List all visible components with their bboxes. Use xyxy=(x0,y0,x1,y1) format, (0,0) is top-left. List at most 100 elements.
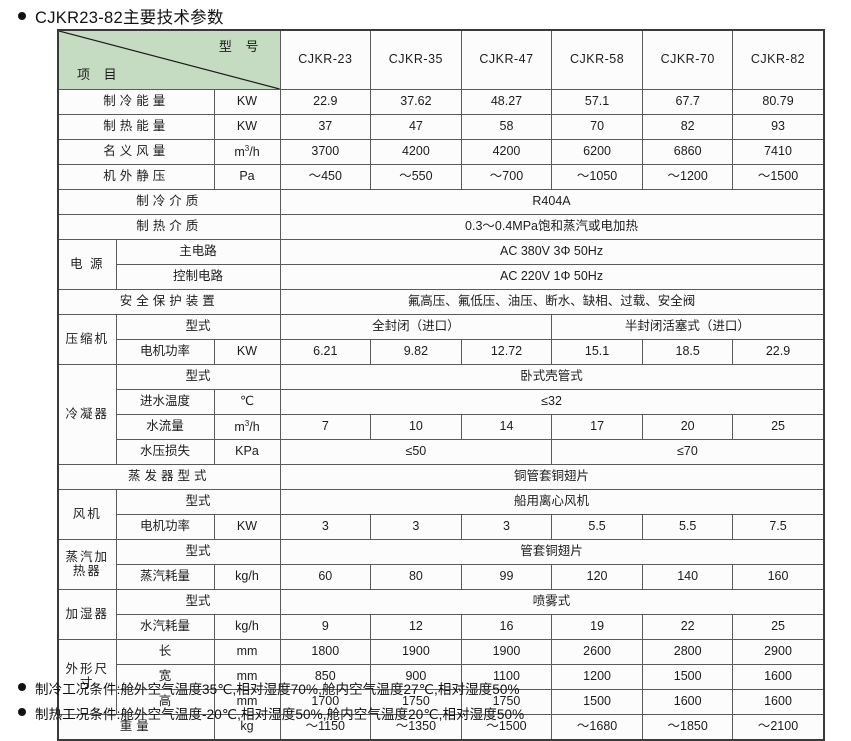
data-cell: 5.5 xyxy=(641,514,734,540)
data-cell: ～700 xyxy=(460,164,553,190)
data-cell: 15.1 xyxy=(551,339,643,365)
data-cell: ～550 xyxy=(370,164,462,190)
data-cell: 7 xyxy=(279,414,372,440)
data-cell: 3700 xyxy=(279,139,372,165)
data-cell: 22.9 xyxy=(732,339,825,365)
data-cell: 4200 xyxy=(370,139,462,165)
data-cell: 1900 xyxy=(370,639,462,665)
spec-table-wrapper: 型 号 项 目 CJKR-23 CJKR-35 CJKR-47 CJKR-58 … xyxy=(57,29,825,741)
row-unit-cell: mm xyxy=(213,639,281,665)
data-cell: 12 xyxy=(370,614,462,640)
group-label-cell: 风机 xyxy=(57,489,117,540)
table-row: 冷凝器 型式 卧式壳管式 xyxy=(57,364,825,465)
merged-value-cell: 船用离心风机 xyxy=(279,489,825,515)
data-cell: 22.9 xyxy=(279,89,372,115)
data-cell: 1100 xyxy=(460,664,553,690)
footnotes: 制冷工况条件:舱外空气温度35℃,相对湿度70%,舱内空气温度27℃,相对湿度5… xyxy=(18,678,838,728)
row-label-cell: 控制电路 xyxy=(115,264,281,290)
data-cell: 7410 xyxy=(732,139,825,165)
data-cell: 37 xyxy=(279,114,372,140)
data-cell: 1900 xyxy=(460,639,553,665)
specification-table: 型 号 项 目 CJKR-23 CJKR-35 CJKR-47 CJKR-58 … xyxy=(57,29,825,741)
row-unit-cell: KPa xyxy=(213,439,281,465)
row-unit-cell: mm xyxy=(213,689,281,715)
data-cell: 20 xyxy=(641,414,734,440)
data-cell: 4200 xyxy=(460,139,553,165)
row-unit-cell: KW xyxy=(213,89,281,115)
merged-value-cell: 半封闭活塞式（进口） xyxy=(551,314,825,340)
data-cell: 1600 xyxy=(732,664,825,690)
row-unit-cell: KW xyxy=(213,339,281,365)
row-label-cell: 水流量 xyxy=(115,414,215,440)
table-row: 名义风量 m3/h 3700 4200 4200 6200 6860 7410 xyxy=(57,139,825,165)
row-label-cell: 电机功率 xyxy=(115,339,215,365)
table-row: 水压损失 KPa ≤50 ≤70 xyxy=(58,439,825,465)
data-cell: 3 xyxy=(279,514,372,540)
row-label-cell: 型式 xyxy=(115,489,281,515)
merged-value-cell: AC 380V 3Φ 50Hz xyxy=(279,239,825,265)
table-row: 制热介质 0.3～0.4MPa饱和蒸汽或电加热 xyxy=(57,214,825,240)
data-cell: 22 xyxy=(641,614,734,640)
data-cell: 1800 xyxy=(279,639,372,665)
table-row: 制热能量 KW 37 47 58 70 82 93 xyxy=(57,114,825,140)
row-label-cell: 主电路 xyxy=(115,239,281,265)
data-cell: 67.7 xyxy=(641,89,734,115)
header-model-3: CJKR-58 xyxy=(551,29,643,90)
table-row: 制冷介质 R404A xyxy=(57,189,825,215)
row-label-cell: 蒸汽耗量 xyxy=(115,564,215,590)
data-cell: 9 xyxy=(279,614,372,640)
table-row: 安全保护装置 氟高压、氟低压、油压、断水、缺相、过载、安全阀 xyxy=(57,289,825,315)
header-model-2: CJKR-47 xyxy=(460,29,553,90)
data-cell: 160 xyxy=(732,564,825,590)
row-unit-cell: m3/h xyxy=(213,414,281,440)
header-model-4: CJKR-70 xyxy=(641,29,734,90)
merged-value-cell: 喷雾式 xyxy=(279,589,825,615)
bullet-icon xyxy=(18,683,26,691)
row-label-cell: 水汽耗量 xyxy=(115,614,215,640)
diagonal-divider-icon xyxy=(59,31,280,89)
row-unit-cell: KW xyxy=(213,114,281,140)
group-label-cell: 加湿器 xyxy=(57,589,117,640)
row-label-cell: 型式 xyxy=(115,589,281,615)
data-cell: 3 xyxy=(370,514,462,540)
data-cell: ～1200 xyxy=(641,164,734,190)
table-row: 加湿器 型式 喷雾式 xyxy=(57,589,825,640)
table-row: 外形尺寸长 mm 1800 1900 1900 2600 2800 2900 xyxy=(57,639,825,715)
data-cell: 1500 xyxy=(641,664,734,690)
data-cell: 2600 xyxy=(551,639,643,665)
data-cell: 17 xyxy=(551,414,643,440)
table-row: 高 mm 1700 1750 1750 1500 1600 1600 xyxy=(58,689,825,715)
merged-value-cell: 管套铜翅片 xyxy=(279,539,825,565)
data-cell: 80 xyxy=(370,564,462,590)
row-label-cell: 安全保护装置 xyxy=(57,289,281,315)
merged-value-cell: ≤32 xyxy=(279,389,825,415)
row-label-cell: 水压损失 xyxy=(115,439,215,465)
data-cell: 6860 xyxy=(641,139,734,165)
data-cell: 82 xyxy=(641,114,734,140)
header-model-1: CJKR-35 xyxy=(370,29,462,90)
row-label-cell: 机外静压 xyxy=(57,164,215,190)
data-cell: 1600 xyxy=(641,689,734,715)
row-unit-cell: kg/h xyxy=(213,564,281,590)
bullet-icon xyxy=(18,708,26,716)
data-cell: 120 xyxy=(551,564,643,590)
row-label-cell: 长 xyxy=(115,639,215,665)
row-label-cell: 制热介质 xyxy=(57,214,281,240)
group-label-cell: 压缩机 xyxy=(57,314,117,365)
header-model-0: CJKR-23 xyxy=(279,29,372,90)
table-row: 蒸汽加热器 型式 管套铜翅片 xyxy=(57,539,825,590)
row-label-cell: 型式 xyxy=(115,364,281,390)
row-unit-cell: kg/h xyxy=(213,614,281,640)
data-cell: 6.21 xyxy=(279,339,372,365)
data-cell: 3 xyxy=(460,514,553,540)
data-cell: 7.5 xyxy=(732,514,825,540)
table-row: 电 源主电路 AC 380V 3Φ 50Hz xyxy=(57,239,825,290)
group-label-cell: 冷凝器 xyxy=(57,364,117,465)
table-row: 蒸发器型式 铜管套铜翅片 xyxy=(57,464,825,490)
data-cell: 58 xyxy=(460,114,553,140)
table-row: 控制电路 AC 220V 1Φ 50Hz xyxy=(58,264,825,290)
bullet-icon xyxy=(18,12,26,20)
table-row: 风机 型式 船用离心风机 xyxy=(57,489,825,540)
row-label-cell: 进水温度 xyxy=(115,389,215,415)
group-label-cell: 电 源 xyxy=(57,239,117,290)
